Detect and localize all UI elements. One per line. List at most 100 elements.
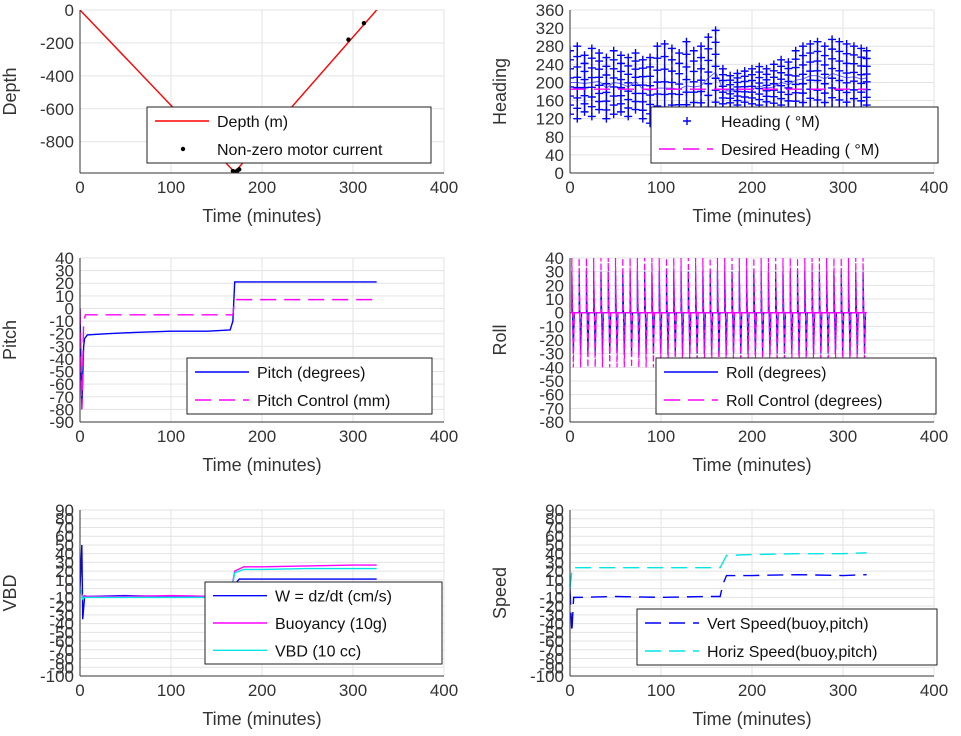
series-heading-0-marker: [624, 95, 633, 104]
x-tick-label: 300: [339, 681, 367, 700]
series-heading-0-marker: [791, 88, 800, 97]
series-heading-0-marker: [849, 59, 858, 68]
y-tick-label: -60: [49, 375, 74, 394]
x-axis-label: Time (minutes): [202, 206, 321, 226]
series-heading-0-marker: [602, 62, 611, 71]
series-heading-0-marker: [573, 104, 582, 113]
y-tick-label: -50: [539, 623, 564, 642]
series-pitch-1-line: [80, 298, 377, 410]
chart-panel-speed: 0 100 200 300 4009080706050403020100-10-20-3…: [490, 501, 948, 729]
series-heading-0-marker: [667, 44, 676, 53]
series-heading-0-marker: [631, 89, 640, 98]
series-heading-0-marker: [711, 26, 720, 35]
x-tick-label: 300: [339, 427, 367, 446]
series-heading-0-marker: [806, 94, 815, 103]
series-heading-0-marker: [862, 77, 871, 86]
series-heading-0-marker: [711, 38, 720, 47]
y-tick-label: -40: [49, 615, 74, 634]
series-heading-0-marker: [573, 93, 582, 102]
legend: Roll (degrees) Roll Control (degrees): [655, 357, 937, 415]
series-heading-0-marker: [842, 98, 851, 107]
series-heading-0-marker: [835, 95, 844, 104]
y-tick-label: 0: [65, 1, 74, 20]
y-tick-label: -50: [49, 363, 74, 382]
series-heading-0-marker: [616, 83, 625, 92]
y-tick-label: -20: [539, 331, 564, 350]
series-pitch-0-line: [80, 281, 377, 410]
series-heading-0-marker: [798, 89, 807, 98]
series-heading-0-marker: [842, 49, 851, 58]
series-heading-0-marker: [638, 55, 647, 64]
series-heading-0-marker: [595, 97, 604, 106]
legend: W = dz/dt (cm/s) Buoyancy (10g) VBD (10 cc…: [204, 581, 443, 665]
x-tick-label: 100: [157, 178, 185, 197]
series-heading-0-marker: [813, 47, 822, 56]
legend-box: [655, 357, 937, 415]
series-heading-0-marker: [682, 88, 691, 97]
series-heading-0-marker: [616, 51, 625, 60]
series-heading-0-marker: [631, 73, 640, 82]
y-tick-label: -70: [49, 388, 74, 407]
series-heading-0-marker: [842, 59, 851, 68]
y-axis-label: Pitch: [0, 320, 20, 360]
x-tick-label: 300: [829, 427, 857, 446]
y-tick-label: 40: [55, 249, 74, 268]
series-heading-0-marker: [806, 49, 815, 58]
series-heading-0-marker: [791, 80, 800, 89]
y-tick-label: 60: [55, 527, 74, 546]
series-heading-0-marker: [704, 56, 713, 65]
y-tick-label: -100: [40, 667, 74, 686]
series-heading-0-marker: [653, 66, 662, 75]
series-heading-0-marker: [820, 51, 829, 60]
series-heading-0-marker: [660, 52, 669, 61]
series-heading-0-marker: [595, 81, 604, 90]
y-tick-label: -60: [539, 386, 564, 405]
series-heading-0-marker: [573, 83, 582, 92]
series-heading-0-marker: [609, 55, 618, 64]
y-tick-label: -20: [539, 597, 564, 616]
series-heading-0-marker: [609, 92, 618, 101]
y-tick-label: 0: [555, 164, 564, 183]
y-tick-label: 30: [545, 263, 564, 282]
series-heading-0-marker: [675, 80, 684, 89]
series-heading-0-marker: [697, 53, 706, 62]
series-heading-0-marker: [631, 65, 640, 74]
series-heading-0-marker: [646, 100, 655, 109]
series-heading-0-marker: [616, 67, 625, 76]
y-tick-label: -20: [49, 597, 74, 616]
chart-panel-roll: 0 100 200 300 400403020100-10-20-30-40-50-60…: [490, 249, 948, 475]
y-tick-label: -10: [49, 588, 74, 607]
y-tick-label: -10: [539, 317, 564, 336]
series-heading-0-marker: [813, 76, 822, 85]
plot-series-group: [80, 281, 377, 410]
series-heading-0-marker: [646, 62, 655, 71]
series-heading-0-marker: [733, 69, 742, 78]
series-heading-0-marker: [573, 114, 582, 123]
series-heading-0-marker: [638, 89, 647, 98]
series-heading-0-marker: [682, 50, 691, 59]
legend-label: Pitch Control (mm): [257, 393, 390, 410]
x-tick-label: 300: [829, 681, 857, 700]
series-heading-0-marker: [616, 75, 625, 84]
y-tick-label: 10: [545, 290, 564, 309]
series-heading-0-marker: [862, 62, 871, 71]
series-heading-0-marker: [595, 57, 604, 66]
series-heading-0-marker: [638, 106, 647, 115]
series-heading-0-marker: [784, 58, 793, 67]
series-heading-0-marker: [798, 98, 807, 107]
y-tick-label: 70: [55, 518, 74, 537]
plot-series-group: [570, 552, 867, 633]
y-tick-label: -800: [40, 133, 74, 152]
legend-box: [636, 608, 938, 666]
series-heading-0-trace: [570, 71, 867, 93]
series-heading-0-marker: [570, 73, 574, 82]
series-heading-0-marker: [704, 33, 713, 42]
y-tick-label: -90: [49, 658, 74, 677]
y-tick-label: 40: [545, 146, 564, 165]
series-heading-0-marker: [806, 39, 815, 48]
series-heading-0-marker: [798, 42, 807, 51]
y-tick-label: 0: [65, 580, 74, 599]
y-tick-label: -70: [539, 641, 564, 660]
y-tick-label: 40: [545, 249, 564, 268]
